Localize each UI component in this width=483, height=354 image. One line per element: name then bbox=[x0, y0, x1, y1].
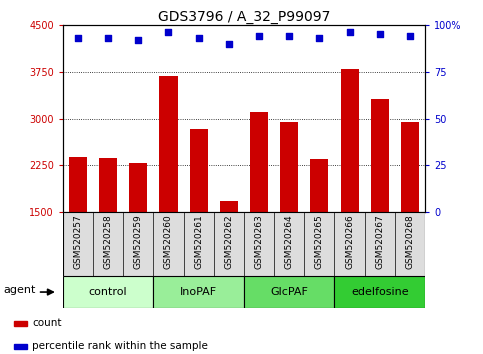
Point bbox=[285, 33, 293, 39]
Bar bbox=[311, 159, 328, 212]
Bar bbox=[63, 276, 154, 308]
Text: GSM520258: GSM520258 bbox=[103, 214, 113, 269]
Bar bbox=[250, 112, 268, 212]
Point bbox=[255, 33, 263, 39]
Bar bbox=[154, 276, 244, 308]
Point bbox=[376, 31, 384, 37]
Point bbox=[346, 29, 354, 35]
Text: control: control bbox=[89, 287, 128, 297]
Bar bbox=[401, 122, 419, 212]
Bar bbox=[189, 129, 208, 212]
Text: GSM520266: GSM520266 bbox=[345, 214, 354, 269]
Bar bbox=[371, 98, 389, 212]
Point bbox=[74, 35, 82, 41]
Bar bbox=[14, 321, 27, 326]
Text: InoPAF: InoPAF bbox=[180, 287, 217, 297]
Text: GSM520261: GSM520261 bbox=[194, 214, 203, 269]
Text: GSM520265: GSM520265 bbox=[315, 214, 324, 269]
Point bbox=[315, 35, 323, 41]
Point bbox=[195, 35, 202, 41]
Text: GSM520268: GSM520268 bbox=[405, 214, 414, 269]
Title: GDS3796 / A_32_P99097: GDS3796 / A_32_P99097 bbox=[158, 10, 330, 24]
Point bbox=[225, 41, 233, 46]
Text: edelfosine: edelfosine bbox=[351, 287, 409, 297]
Bar bbox=[159, 76, 178, 212]
Point bbox=[104, 35, 112, 41]
Bar bbox=[341, 69, 358, 212]
Text: GSM520263: GSM520263 bbox=[255, 214, 264, 269]
Point bbox=[406, 33, 414, 39]
Text: count: count bbox=[32, 318, 61, 329]
Bar bbox=[244, 276, 334, 308]
Bar bbox=[334, 276, 425, 308]
Text: percentile rank within the sample: percentile rank within the sample bbox=[32, 341, 208, 352]
Text: GSM520267: GSM520267 bbox=[375, 214, 384, 269]
Point bbox=[134, 37, 142, 42]
Text: GSM520257: GSM520257 bbox=[73, 214, 83, 269]
Text: GSM520264: GSM520264 bbox=[284, 214, 294, 269]
Bar bbox=[99, 158, 117, 212]
Text: GlcPAF: GlcPAF bbox=[270, 287, 308, 297]
Text: GSM520259: GSM520259 bbox=[134, 214, 143, 269]
Point bbox=[165, 29, 172, 35]
Text: agent: agent bbox=[3, 285, 36, 296]
Bar bbox=[129, 163, 147, 212]
Bar bbox=[280, 122, 298, 212]
Text: GSM520260: GSM520260 bbox=[164, 214, 173, 269]
Bar bbox=[14, 344, 27, 349]
Text: GSM520262: GSM520262 bbox=[224, 214, 233, 269]
Bar bbox=[220, 201, 238, 212]
Bar bbox=[69, 157, 87, 212]
